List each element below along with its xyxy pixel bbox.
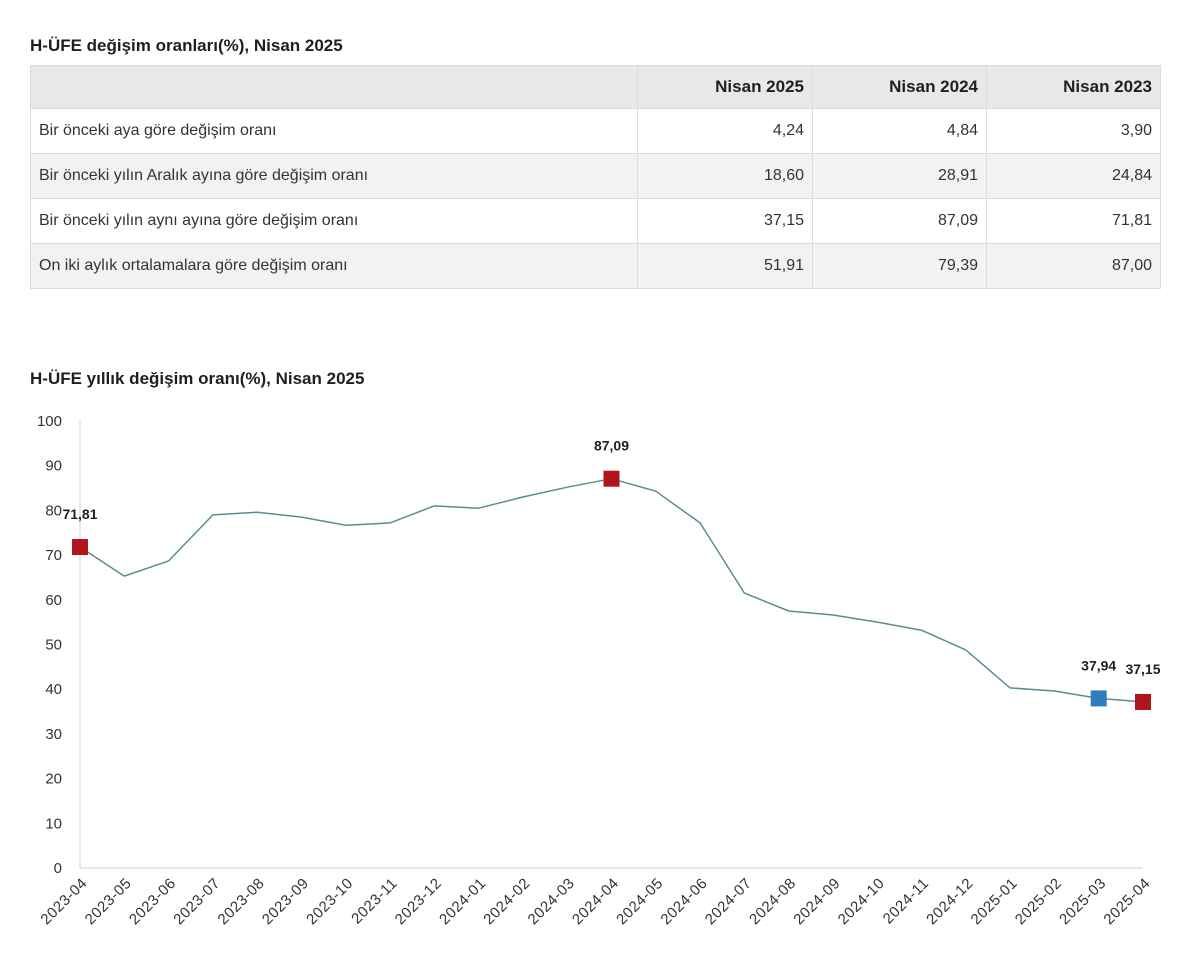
x-tick-label: 2023-07 bbox=[170, 875, 223, 928]
value-cell: 51,91 bbox=[637, 243, 813, 289]
value-cell: 71,81 bbox=[986, 198, 1161, 244]
table-row: On iki aylık ortalamalara göre değişim o… bbox=[30, 243, 1161, 289]
x-tick-label: 2023-06 bbox=[126, 875, 179, 928]
y-tick-label: 70 bbox=[45, 547, 62, 564]
y-tick-label: 40 bbox=[45, 681, 62, 698]
x-tick-label: 2024-10 bbox=[835, 875, 888, 928]
x-tick-label: 2024-01 bbox=[436, 875, 489, 928]
change-rates-table: Nisan 2025 Nisan 2024 Nisan 2023 Bir önc… bbox=[30, 65, 1161, 289]
data-point-marker bbox=[72, 539, 88, 556]
x-tick-label: 2025-01 bbox=[968, 875, 1021, 928]
y-tick-label: 20 bbox=[45, 771, 62, 788]
x-tick-label: 2024-07 bbox=[702, 875, 755, 928]
data-label: 71,81 bbox=[62, 506, 97, 522]
x-tick-label: 2025-03 bbox=[1056, 875, 1109, 928]
chart-container: 0 10 20 30 40 50 60 70 80 90 100 2023-04 2023-05 2023… bbox=[0, 400, 1200, 958]
data-label: 37,94 bbox=[1081, 657, 1116, 673]
row-label: Bir önceki aya göre değişim oranı bbox=[30, 108, 638, 154]
x-tick-label: 2024-05 bbox=[613, 875, 666, 928]
y-tick-label: 0 bbox=[54, 860, 62, 877]
y-tick-label: 60 bbox=[45, 592, 62, 609]
value-cell: 4,24 bbox=[637, 108, 813, 154]
data-label: 87,09 bbox=[594, 438, 629, 454]
x-tick-label: 2023-10 bbox=[303, 875, 356, 928]
header-cell-empty bbox=[30, 65, 638, 109]
line-chart: 01020304050607080901002023-042023-052023… bbox=[37, 413, 1161, 928]
table-title: H-ÜFE değişim oranları(%), Nisan 2025 bbox=[30, 36, 343, 55]
y-tick-label: 90 bbox=[45, 458, 62, 475]
chart-title: H-ÜFE yıllık değişim oranı(%), Nisan 202… bbox=[30, 369, 365, 388]
x-tick-label: 2023-05 bbox=[82, 875, 135, 928]
series-line bbox=[79, 477, 1144, 703]
table-row: Bir önceki yılın Aralık ayına göre değiş… bbox=[30, 153, 1161, 199]
x-tick-label: 2024-11 bbox=[880, 875, 933, 928]
value-cell: 4,84 bbox=[812, 108, 987, 154]
row-label: Bir önceki yılın aynı ayına göre değişim… bbox=[30, 198, 638, 244]
table-head: Nisan 2025 Nisan 2024 Nisan 2023 bbox=[30, 65, 1161, 109]
value-cell: 87,09 bbox=[812, 198, 987, 244]
data-point-marker bbox=[1090, 690, 1107, 707]
value-cell: 24,84 bbox=[986, 153, 1161, 199]
x-tick-label: 2025-02 bbox=[1012, 875, 1065, 928]
y-tick-label: 30 bbox=[45, 726, 62, 743]
y-tick-label: 80 bbox=[45, 502, 62, 519]
x-tick-label: 2023-09 bbox=[259, 875, 312, 928]
x-tick-label: 2023-12 bbox=[392, 875, 445, 928]
table-row: Bir önceki aya göre değişim oranı 4,24 4… bbox=[30, 108, 1161, 154]
data-point-marker bbox=[603, 470, 620, 487]
value-cell: 18,60 bbox=[637, 153, 813, 199]
x-tick-label: 2023-11 bbox=[348, 875, 401, 928]
y-tick-label: 50 bbox=[45, 637, 62, 654]
row-label: On iki aylık ortalamalara göre değişim o… bbox=[30, 243, 638, 289]
x-tick-label: 2024-04 bbox=[569, 875, 622, 928]
x-tick-label: 2024-06 bbox=[657, 875, 710, 928]
value-cell: 28,91 bbox=[812, 153, 987, 199]
header-cell: Nisan 2024 bbox=[812, 65, 987, 109]
table-row: Bir önceki yılın aynı ayına göre değişim… bbox=[30, 198, 1161, 244]
x-tick-label: 2025-04 bbox=[1100, 875, 1153, 928]
value-cell: 87,00 bbox=[986, 243, 1161, 289]
header-cell: Nisan 2023 bbox=[986, 65, 1161, 109]
row-label: Bir önceki yılın Aralık ayına göre değiş… bbox=[30, 153, 638, 199]
x-tick-label: 2024-02 bbox=[480, 875, 533, 928]
value-cell: 3,90 bbox=[986, 108, 1161, 154]
x-tick-label: 2024-08 bbox=[746, 875, 799, 928]
x-tick-label: 2023-08 bbox=[215, 875, 268, 928]
data-point-marker bbox=[1135, 693, 1151, 710]
x-tick-label: 2024-09 bbox=[790, 875, 843, 928]
x-tick-label: 2023-04 bbox=[37, 875, 90, 928]
table-body: Bir önceki aya göre değişim oranı 4,24 4… bbox=[30, 108, 1161, 289]
y-tick-label: 100 bbox=[37, 413, 62, 430]
table-header-row: Nisan 2025 Nisan 2024 Nisan 2023 bbox=[30, 65, 1161, 109]
x-tick-label: 2024-03 bbox=[525, 875, 578, 928]
data-label: 37,15 bbox=[1125, 661, 1160, 677]
header-cell: Nisan 2025 bbox=[637, 65, 813, 109]
value-cell: 37,15 bbox=[637, 198, 813, 244]
y-tick-label: 10 bbox=[45, 815, 62, 832]
value-cell: 79,39 bbox=[812, 243, 987, 289]
x-tick-label: 2024-12 bbox=[923, 875, 976, 928]
